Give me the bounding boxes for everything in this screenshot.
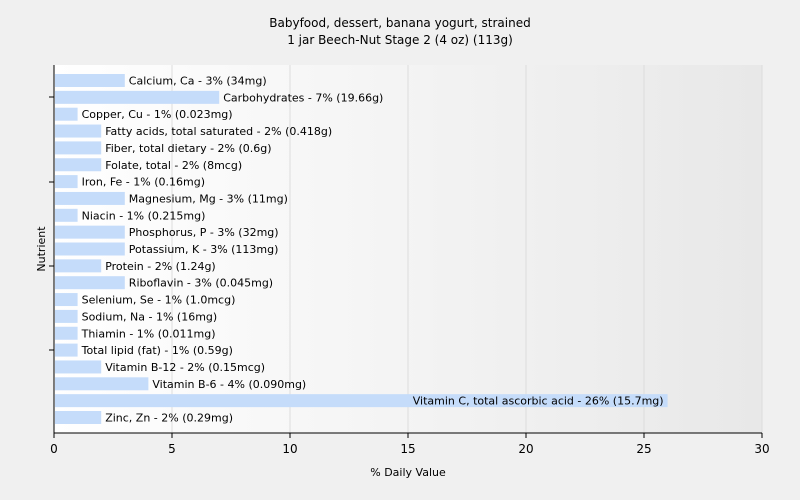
data-label: Fiber, total dietary - 2% (0.6g) [105, 142, 271, 155]
bar [55, 326, 78, 340]
bar [55, 141, 102, 155]
data-label: Selenium, Se - 1% (1.0mcg) [82, 294, 236, 307]
data-label: Folate, total - 2% (8mcg) [105, 159, 242, 172]
data-label: Riboflavin - 3% (0.045mg) [129, 277, 273, 290]
chart-title: Babyfood, dessert, banana yogurt, strain… [269, 16, 530, 30]
data-label: Zinc, Zn - 2% (0.29mg) [105, 412, 233, 425]
bar [55, 225, 125, 239]
data-label: Vitamin C, total ascorbic acid - 26% (15… [413, 395, 664, 408]
bar [55, 175, 78, 189]
data-label: Potassium, K - 3% (113mg) [129, 243, 279, 256]
bar [55, 411, 102, 424]
x-tick-label: 15 [400, 442, 415, 456]
bar [55, 309, 78, 323]
data-label: Sodium, Na - 1% (16mg) [82, 310, 218, 323]
bar [55, 343, 78, 357]
bar [55, 208, 78, 222]
bar [55, 107, 78, 121]
data-label: Total lipid (fat) - 1% (0.59g) [81, 344, 233, 357]
y-axis-title: Nutrient [35, 226, 48, 272]
bar [55, 124, 102, 138]
bar [55, 90, 220, 104]
bar [55, 394, 668, 408]
x-tick-label: 30 [754, 442, 769, 456]
x-ticks: 0 5 10 15 20 25 30 [49, 96, 770, 456]
x-tick-label: 0 [50, 442, 58, 456]
data-label: Fatty acids, total saturated - 2% (0.418… [105, 125, 332, 138]
grid-lines [171, 65, 763, 433]
x-tick-label: 10 [282, 442, 297, 456]
bar [55, 377, 149, 391]
data-label: Phosphorus, P - 3% (32mg) [129, 226, 279, 239]
data-label: Niacin - 1% (0.215mg) [82, 209, 206, 222]
bars [55, 74, 668, 424]
x-tick-label: 25 [636, 442, 651, 456]
chart-subtitle: 1 jar Beech-Nut Stage 2 (4 oz) (113g) [287, 33, 513, 47]
x-axis-title: % Daily Value [370, 466, 446, 479]
bar [55, 74, 125, 87]
data-label: Magnesium, Mg - 3% (11mg) [129, 192, 288, 205]
data-label: Calcium, Ca - 3% (34mg) [129, 75, 267, 88]
x-tick-label: 20 [518, 442, 533, 456]
data-label: Vitamin B-6 - 4% (0.090mg) [152, 378, 306, 391]
bar [55, 360, 102, 374]
data-label: Protein - 2% (1.24g) [105, 260, 216, 273]
data-label: Iron, Fe - 1% (0.16mg) [82, 176, 205, 189]
bar [55, 259, 102, 273]
data-label: Thiamin - 1% (0.011mg) [81, 327, 216, 340]
bar [55, 191, 125, 205]
bar [55, 158, 102, 172]
data-label: Vitamin B-12 - 2% (0.15mcg) [105, 361, 265, 374]
bar-labels: Calcium, Ca - 3% (34mg) Carbohydrates - 7… [81, 75, 664, 425]
bar [55, 276, 125, 290]
data-label: Copper, Cu - 1% (0.023mg) [82, 108, 233, 121]
x-tick-label: 5 [168, 442, 176, 456]
data-label: Carbohydrates - 7% (19.66g) [223, 91, 383, 104]
bar [55, 293, 78, 307]
bar [55, 242, 125, 256]
